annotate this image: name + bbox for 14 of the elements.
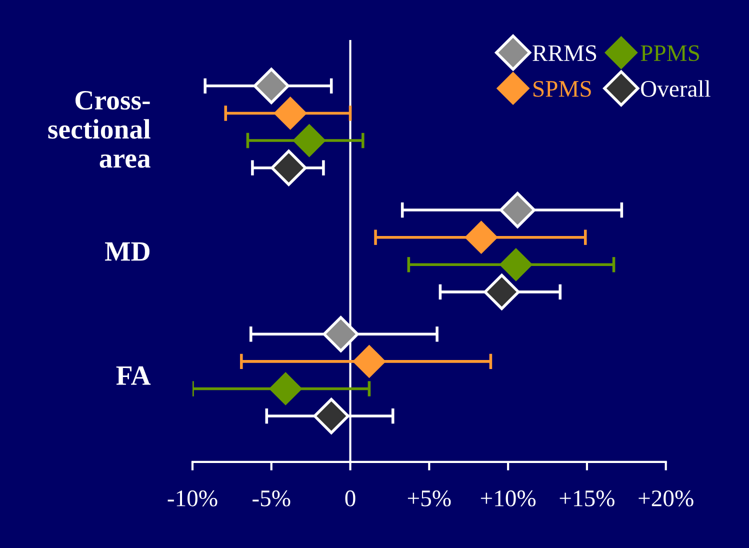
y-tick-label: FA — [116, 366, 151, 385]
legend-label: PPMS — [640, 45, 700, 62]
y-tick-label: Cross- sectional area — [48, 91, 150, 168]
x-tick-label: -5% — [252, 490, 290, 506]
legend-label: RRMS — [532, 45, 596, 62]
legend-label: Overall — [641, 80, 710, 97]
x-tick-label: +15% — [560, 490, 614, 506]
y-tick-label: MD — [105, 242, 150, 261]
x-tick-label: -10% — [168, 490, 218, 506]
x-tick-label: +20% — [638, 490, 694, 506]
x-tick-label: +10% — [480, 490, 536, 506]
legend-label: SPMS — [534, 80, 591, 97]
x-tick-label: +5% — [408, 490, 451, 506]
x-tick-label: 0 — [345, 490, 356, 506]
